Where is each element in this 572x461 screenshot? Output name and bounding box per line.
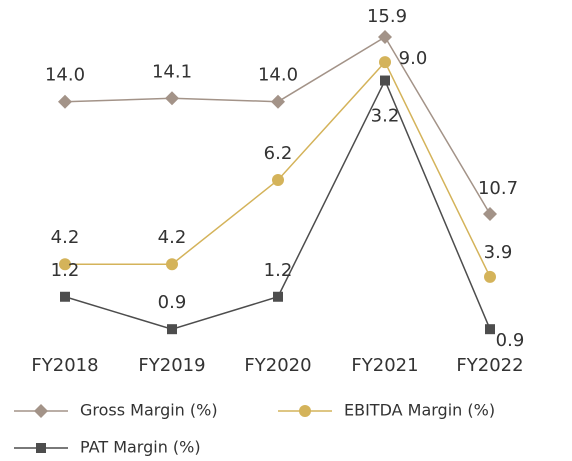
legend-label: Gross Margin (%)	[80, 401, 218, 420]
data-label: 6.2	[264, 143, 293, 164]
legend-marker	[36, 443, 46, 453]
marker	[167, 324, 177, 335]
x-tick-label: FY2019	[138, 355, 205, 376]
data-label: 0.9	[158, 292, 187, 313]
marker	[271, 94, 285, 109]
data-label: 4.2	[158, 227, 187, 248]
marker	[165, 91, 179, 106]
marker	[483, 207, 497, 222]
marker	[60, 291, 70, 302]
data-label: 3.2	[371, 106, 400, 127]
marker	[378, 30, 392, 45]
data-label: 14.0	[45, 65, 85, 86]
data-label: 10.7	[478, 178, 518, 199]
marker	[273, 291, 283, 302]
data-label: 4.2	[51, 227, 80, 248]
data-label: 0.9	[496, 330, 525, 351]
marker	[484, 270, 496, 283]
data-label: 1.2	[51, 260, 80, 281]
data-label: 15.9	[367, 6, 407, 27]
series-line	[65, 60, 491, 278]
marker	[58, 94, 72, 109]
x-tick-label: FY2022	[456, 355, 523, 376]
data-label: 14.1	[152, 61, 192, 82]
x-tick-label: FY2021	[351, 355, 418, 376]
marker	[380, 75, 390, 86]
x-tick-label: FY2018	[31, 355, 98, 376]
data-label: 14.0	[258, 65, 298, 86]
legend-label: EBITDA Margin (%)	[344, 401, 495, 420]
data-label: 9.0	[399, 48, 428, 69]
x-tick-label: FY2020	[244, 355, 311, 376]
marker	[59, 258, 71, 271]
marker	[379, 56, 391, 69]
legend-label: PAT Margin (%)	[80, 438, 201, 457]
data-label: 1.2	[264, 260, 293, 281]
marker	[166, 258, 178, 271]
marker	[485, 324, 495, 335]
marker	[272, 174, 284, 186]
legend-marker	[34, 404, 48, 418]
legend-marker	[299, 405, 311, 417]
data-label: 3.9	[484, 242, 513, 263]
